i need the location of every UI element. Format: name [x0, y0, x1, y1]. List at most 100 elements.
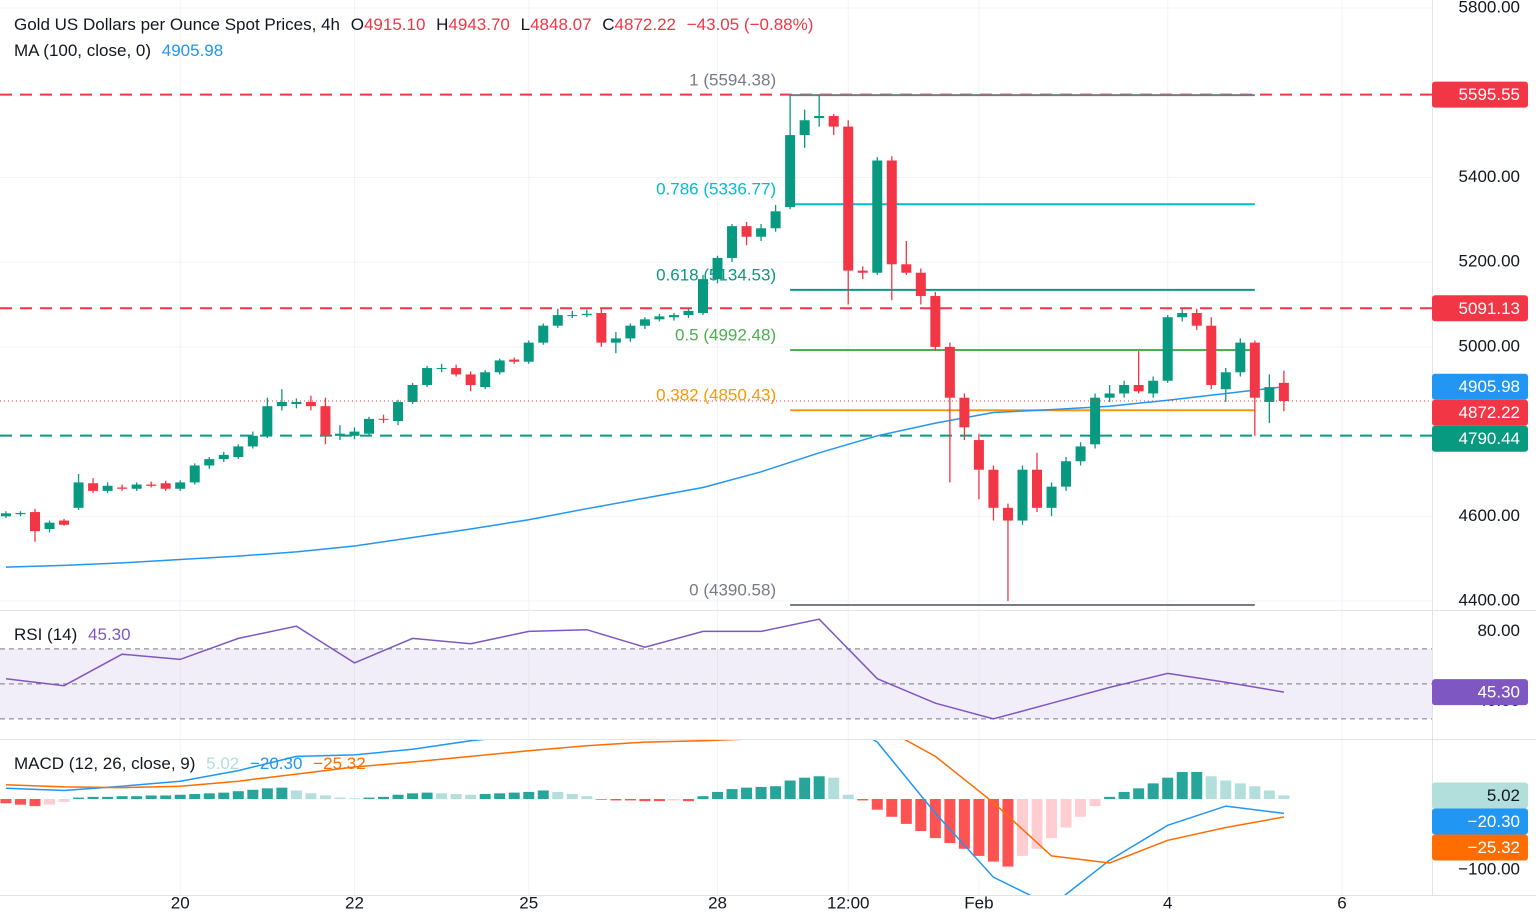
histogram-bar	[276, 787, 288, 800]
histogram-bar	[1234, 783, 1246, 800]
candle-body	[349, 431, 360, 436]
histogram-bar	[944, 799, 956, 844]
candle-body	[59, 520, 70, 525]
candle-body	[131, 484, 142, 489]
candle-body	[320, 406, 331, 436]
x-tick-label: 25	[519, 893, 538, 912]
signal-line	[5, 740, 1285, 864]
last-price-tag: 4872.22	[1459, 403, 1520, 422]
histogram-bar	[1016, 799, 1028, 856]
level-tag: 5091.13	[1459, 299, 1520, 318]
ohlc-value: 4848.07	[530, 15, 592, 34]
histogram-bar	[581, 796, 593, 800]
histogram-bar	[378, 796, 390, 800]
ma-tag-bg	[1432, 373, 1528, 400]
candle-body	[959, 397, 970, 428]
candle-body	[1148, 380, 1159, 394]
candle-body	[1264, 387, 1275, 402]
candle-body	[1075, 446, 1086, 462]
histogram-bar	[116, 796, 128, 800]
panel	[0, 618, 1432, 720]
candle-body	[276, 401, 287, 407]
histogram-bar	[1075, 799, 1087, 817]
level-tag: 4790.44	[1459, 429, 1520, 448]
ohlc-label: O	[350, 15, 364, 34]
candle-body	[712, 257, 723, 280]
candle-body	[175, 482, 186, 489]
candle-body	[334, 433, 345, 436]
fib-label: 0 (4390.58)	[689, 580, 776, 599]
candle-body	[451, 368, 462, 375]
candle-body	[44, 522, 55, 530]
histogram-bar	[886, 799, 898, 817]
candle-body	[785, 135, 796, 208]
fib-label: 0.5 (4992.48)	[675, 326, 776, 345]
candle-body	[901, 264, 912, 273]
histogram-bar	[682, 799, 694, 802]
candle-body	[0, 513, 11, 517]
candle-body	[1191, 312, 1202, 326]
histogram-bar	[508, 792, 520, 800]
candle-body	[843, 126, 854, 271]
histogram-bar	[261, 788, 273, 800]
histogram-bar	[131, 796, 143, 800]
candle-body	[102, 485, 113, 491]
candle-body	[378, 418, 389, 420]
histogram-bar	[842, 794, 854, 800]
histogram-bar	[73, 797, 85, 800]
candle-body	[639, 319, 650, 326]
ohlc-value: 4872.22	[614, 15, 676, 34]
candle-body	[1235, 342, 1246, 373]
candle-body	[799, 120, 810, 136]
candle-body	[465, 374, 476, 385]
histogram-bar	[363, 797, 375, 800]
candle-body	[1090, 397, 1101, 445]
histogram-bar	[857, 799, 869, 801]
histogram-bar	[1249, 786, 1261, 800]
candle-body	[509, 359, 520, 362]
macd-value: −20.30	[249, 754, 303, 773]
candle-body	[988, 469, 999, 508]
histogram-bar	[290, 790, 302, 800]
axis-labels: 20 22 25 28 12:00 Feb 4 6 5800.00 5400.00 5200.00 5…	[171, 0, 1520, 912]
histogram-bar	[1133, 788, 1145, 800]
histogram-bar	[1263, 790, 1275, 800]
histogram-bar	[595, 799, 607, 800]
candle-body	[1119, 384, 1130, 394]
histogram-bar	[479, 794, 491, 800]
signal-tag-bg	[1432, 834, 1528, 861]
histogram-bar	[1046, 799, 1058, 839]
candle-body	[393, 401, 404, 421]
histogram-tag-bg	[1432, 782, 1528, 809]
histogram-bar	[1147, 783, 1159, 800]
histogram-bar	[1176, 771, 1188, 800]
candle-body	[146, 484, 157, 486]
y-tick-label: 5200.00	[1459, 252, 1520, 271]
histogram-bar	[29, 799, 41, 807]
histogram-bar	[189, 794, 201, 800]
candle-body	[1017, 469, 1028, 521]
histogram-bar	[334, 797, 346, 800]
candle-body	[698, 279, 709, 313]
histogram-bar	[828, 777, 840, 800]
header: Gold US Dollars per Ounce Spot Prices, 4…	[14, 13, 819, 37]
histogram-bar	[1002, 799, 1014, 867]
grid	[0, 0, 1432, 895]
histogram-bar	[653, 799, 665, 802]
fib-label: 0.382 (4850.43)	[656, 386, 776, 405]
histogram-bar	[407, 793, 419, 800]
candle-body	[654, 316, 665, 320]
level-tag: 5595.55	[1459, 85, 1520, 104]
histogram-bar	[1205, 776, 1217, 800]
histogram-bar	[871, 799, 883, 810]
symbol-title: Gold US Dollars per Ounce Spot Prices, 4…	[14, 15, 340, 34]
histogram-bar	[44, 799, 56, 805]
y-tick-label: 4400.00	[1459, 591, 1520, 610]
macd-tag: −20.30	[1468, 812, 1520, 831]
histogram-bar	[14, 799, 26, 805]
candle-body	[422, 368, 433, 385]
candle-body	[770, 211, 781, 229]
histogram-bar	[552, 791, 564, 800]
ohlc-label: H	[436, 15, 449, 34]
